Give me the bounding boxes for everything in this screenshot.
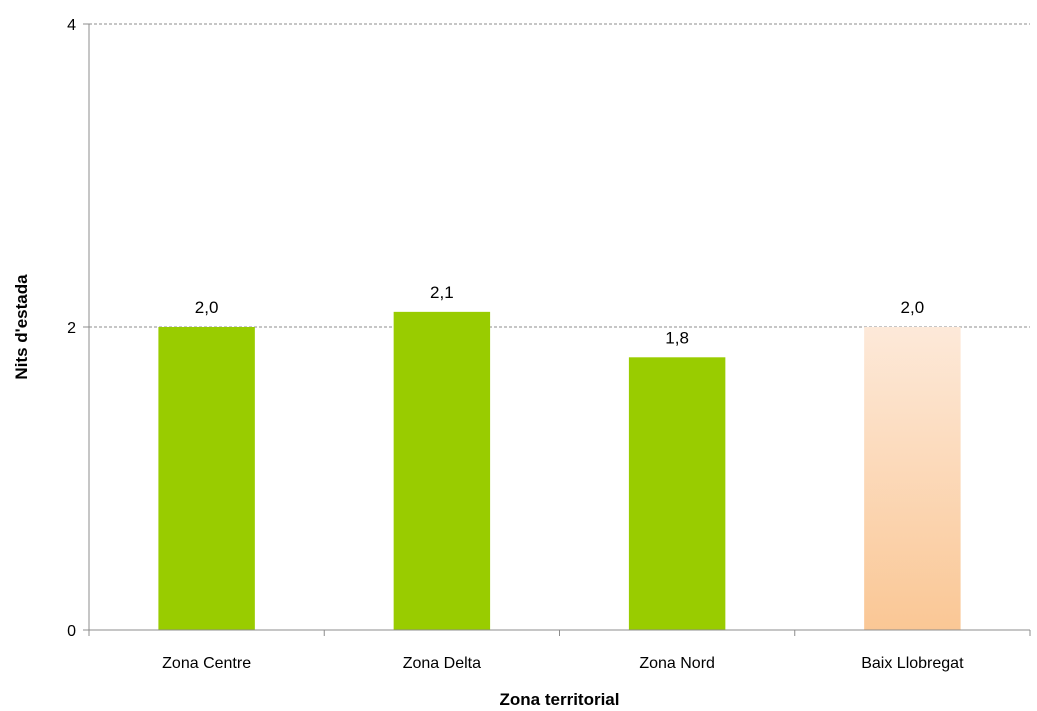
bar xyxy=(628,357,726,630)
x-tick-label: Baix Llobregat xyxy=(861,655,964,672)
y-tick-label: 2 xyxy=(67,320,76,337)
data-label: 1,8 xyxy=(665,328,689,347)
x-axis-title: Zona territorial xyxy=(500,690,620,709)
y-tick-label: 4 xyxy=(67,17,76,34)
axes xyxy=(83,23,1031,636)
y-axis-title: Nits d'estada xyxy=(12,274,31,380)
gridlines xyxy=(89,23,1030,328)
bar xyxy=(158,327,255,630)
data-label: 2,1 xyxy=(430,283,454,302)
bar xyxy=(393,311,491,630)
labels: 0 2 4 2,0 Zona Centre 2,1 Zona Delta 1,8 Zona No… xyxy=(67,17,964,672)
x-tick-label: Zona Delta xyxy=(403,655,481,672)
bar xyxy=(864,327,961,630)
data-label: 2,0 xyxy=(195,298,219,317)
x-tick-label: Zona Nord xyxy=(639,655,715,672)
y-tick-label: 0 xyxy=(67,623,76,640)
bars xyxy=(158,311,961,630)
data-label: 2,0 xyxy=(901,298,925,317)
x-tick-label: Zona Centre xyxy=(162,655,251,672)
